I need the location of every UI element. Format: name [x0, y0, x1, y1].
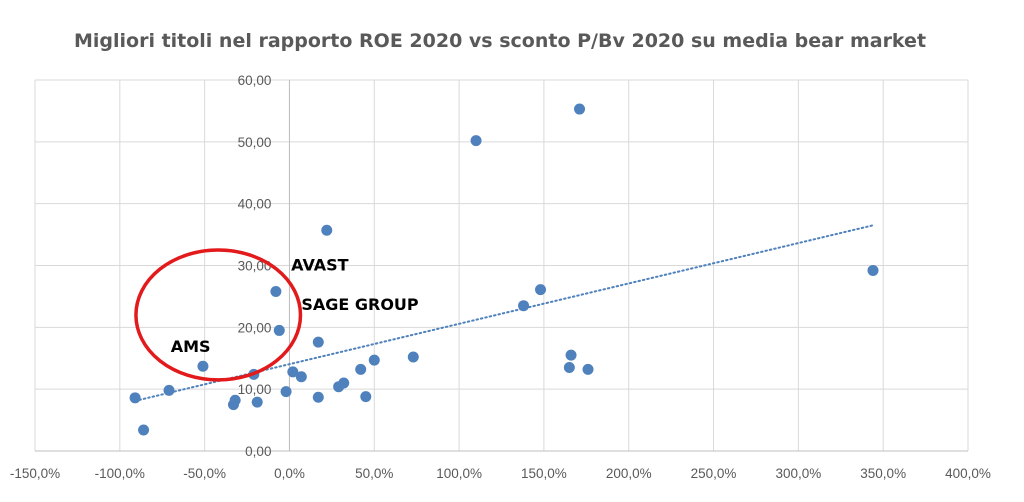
highlight-layer — [134, 248, 303, 382]
data-point — [355, 363, 367, 375]
y-tick-label: 10,00 — [238, 382, 272, 397]
x-tick-label: 100,0% — [436, 466, 482, 481]
x-tick-label: -100,0% — [95, 466, 145, 481]
data-point — [138, 424, 150, 436]
x-tick-label: 250,0% — [691, 466, 737, 481]
data-point — [582, 363, 594, 375]
y-tick-label: 0,00 — [245, 444, 271, 459]
x-tick-label: 350,0% — [860, 466, 906, 481]
y-tick-label: 40,00 — [238, 197, 272, 212]
data-point — [360, 391, 372, 403]
data-point — [535, 284, 547, 296]
data-point — [407, 351, 419, 363]
data-point — [270, 285, 282, 297]
data-point — [280, 386, 292, 398]
x-tick-label: 0,0% — [274, 466, 305, 481]
x-tick-label: 400,0% — [945, 466, 991, 481]
data-point — [197, 360, 209, 372]
data-point — [321, 224, 333, 236]
y-tick-label: 20,00 — [238, 320, 272, 335]
y-tick-label: 50,00 — [238, 135, 272, 150]
data-points — [129, 103, 879, 436]
y-tick-label: 60,00 — [238, 73, 272, 88]
data-point — [338, 377, 350, 389]
data-point — [295, 371, 307, 383]
data-point — [565, 349, 577, 361]
data-point — [470, 135, 482, 147]
annotation-label: AVAST — [291, 255, 349, 274]
highlight-ellipse — [134, 248, 303, 382]
annotation-labels: AVAST SAGE GROUP AMS — [171, 255, 419, 356]
data-point — [312, 391, 324, 403]
x-tick-label: -50,0% — [183, 466, 226, 481]
data-point — [563, 362, 575, 374]
x-tick-label: 300,0% — [775, 466, 821, 481]
x-tick-label: 50,0% — [355, 466, 393, 481]
data-point — [867, 264, 879, 276]
data-point — [273, 324, 285, 336]
chart-title: Migliori titoli nel rapporto ROE 2020 vs… — [74, 30, 926, 52]
data-point — [229, 394, 241, 406]
data-point — [574, 103, 586, 115]
data-point — [368, 354, 380, 366]
axes: -150,0% -100,0% -50,0% 0,0% 50,0% 100,0% 150,0… — [10, 73, 991, 481]
data-point — [251, 396, 263, 408]
data-point — [518, 300, 530, 312]
annotation-label: SAGE GROUP — [301, 295, 419, 314]
x-tick-label: 150,0% — [521, 466, 567, 481]
data-point — [163, 384, 175, 396]
grid-lines — [34, 79, 969, 452]
annotation-label: AMS — [171, 337, 211, 356]
x-tick-label: -150,0% — [10, 466, 60, 481]
data-point — [312, 336, 324, 348]
data-point — [287, 366, 299, 378]
data-point — [129, 392, 141, 404]
x-tick-label: 200,0% — [606, 466, 652, 481]
